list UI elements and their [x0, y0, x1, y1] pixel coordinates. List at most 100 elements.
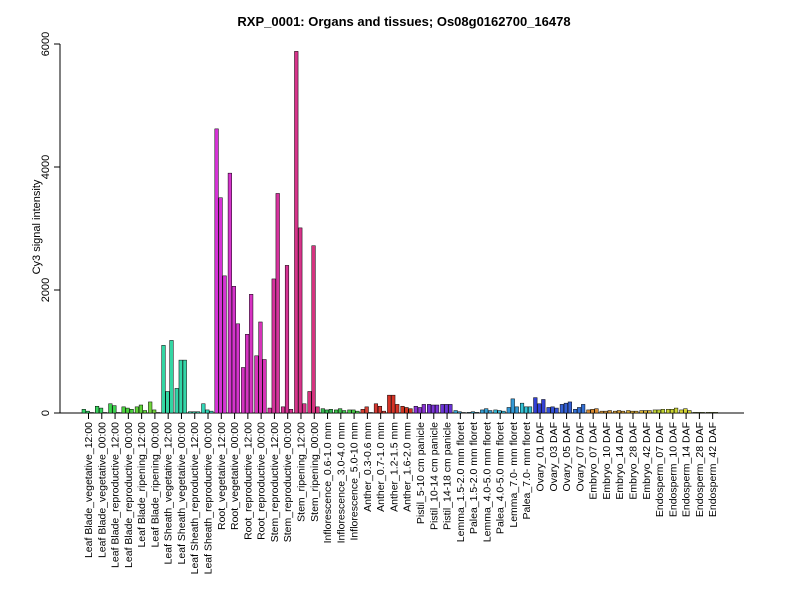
bar	[674, 407, 679, 414]
x-tick-label: Palea_4.0-5.0 mm floret	[495, 422, 507, 534]
bar	[417, 407, 422, 414]
x-tick-label: Ovary_03 DAF	[548, 422, 560, 491]
bar	[227, 172, 232, 414]
bar	[138, 404, 143, 414]
bar	[284, 265, 290, 414]
x-tick-label: Leaf Blade_reproductive_00:00	[123, 422, 135, 568]
bar	[523, 406, 529, 414]
bar	[342, 410, 347, 414]
x-tick-label: Inflorescence_0.6-1.0 mm	[322, 422, 334, 544]
bar	[607, 410, 612, 414]
bar	[567, 401, 572, 414]
bar	[603, 410, 608, 414]
bar	[484, 408, 489, 414]
bar	[413, 405, 418, 414]
bar	[373, 403, 379, 414]
bar	[89, 412, 94, 414]
x-tick-label: Root_reproductive_00:00	[256, 422, 268, 540]
x-tick-label: Embryo_07 DAF	[588, 422, 600, 500]
bar	[700, 412, 705, 414]
bar	[129, 409, 134, 414]
bar	[404, 407, 409, 414]
bar	[368, 412, 373, 414]
x-tick-label: Ovary_01 DAF	[535, 422, 547, 491]
bar	[630, 410, 635, 414]
bar	[705, 412, 711, 414]
bar	[541, 399, 546, 414]
bar	[709, 412, 715, 414]
bar	[195, 411, 201, 414]
bar	[191, 411, 197, 414]
bar	[112, 405, 117, 414]
bar	[408, 408, 413, 414]
bar	[527, 406, 533, 414]
bar	[142, 410, 147, 414]
bar	[302, 403, 307, 414]
bar	[245, 334, 250, 414]
bar	[165, 391, 170, 414]
bar	[563, 402, 568, 414]
x-tick-label: Ovary_07 DAF	[574, 422, 586, 491]
bar	[241, 367, 246, 414]
bar	[125, 407, 130, 414]
bar	[594, 408, 599, 414]
bar	[161, 345, 166, 414]
x-tick-label: Anther_0.7-1.0 mm	[375, 422, 387, 512]
x-tick-label: Embryo_28 DAF	[627, 422, 639, 500]
bar	[448, 404, 453, 414]
x-tick-label: Embryo_14 DAF	[614, 422, 626, 500]
bar	[421, 404, 426, 414]
bar	[307, 391, 312, 414]
bar	[254, 355, 259, 414]
bar	[692, 412, 697, 414]
bar	[121, 406, 126, 414]
x-tick-label: Leaf Sheath_vegetative_00:00	[176, 422, 188, 565]
bar	[267, 407, 272, 414]
x-tick-label: Leaf Blade_reproductive_12:00	[110, 422, 122, 568]
bars	[81, 51, 719, 414]
bar	[381, 410, 387, 414]
bar	[218, 197, 223, 414]
x-tick-label: Leaf Sheath_vegetative_12:00	[163, 422, 175, 565]
x-tick-label: Inflorescence_5.0-10 mm	[349, 422, 361, 541]
x-tick-label: Endosperm_42 DAF	[707, 422, 719, 517]
bar	[647, 410, 652, 414]
bar	[85, 410, 90, 414]
bar	[280, 406, 286, 414]
x-tick-label: Ovary_05 DAF	[561, 422, 573, 491]
bar	[514, 406, 519, 414]
bar	[679, 409, 684, 414]
bar	[152, 409, 157, 414]
y-axis-ticks: 0 2000 4000 6000	[40, 32, 60, 416]
y-tick-label: 0	[40, 410, 52, 416]
x-tick-label: Leaf Blade_ripening_12:00	[136, 422, 148, 548]
bar	[294, 51, 299, 414]
x-tick-label: Anther_0.3-0.6 mm	[362, 422, 374, 512]
bar	[328, 409, 333, 414]
bar	[134, 406, 139, 414]
bar	[554, 407, 559, 414]
bar	[599, 410, 604, 414]
bar	[103, 412, 108, 414]
bar	[435, 404, 440, 414]
bar	[169, 340, 174, 414]
bar	[262, 359, 267, 414]
bar	[116, 412, 121, 414]
x-tick-label: Leaf Sheath_reproductive_00:00	[203, 422, 215, 575]
bar	[427, 404, 432, 414]
bar	[581, 404, 586, 414]
bar	[187, 411, 193, 414]
bar	[182, 359, 187, 414]
x-tick-label: Stem_reproductive_12:00	[269, 422, 281, 542]
bar	[533, 397, 538, 414]
x-tick-label: Leaf Blade_vegetative_12:00	[83, 422, 95, 558]
x-tick-label: Pistil_5-10 cm panicle	[415, 422, 427, 524]
chart-title: RXP_0001: Organs and tissues; Os08g01627…	[237, 14, 570, 29]
bar	[488, 410, 493, 414]
bar	[683, 408, 688, 414]
x-tick-label: Endosperm_10 DAF	[667, 422, 679, 517]
bar	[656, 409, 661, 414]
bar	[315, 406, 320, 414]
y-tick-label: 2000	[40, 278, 52, 302]
